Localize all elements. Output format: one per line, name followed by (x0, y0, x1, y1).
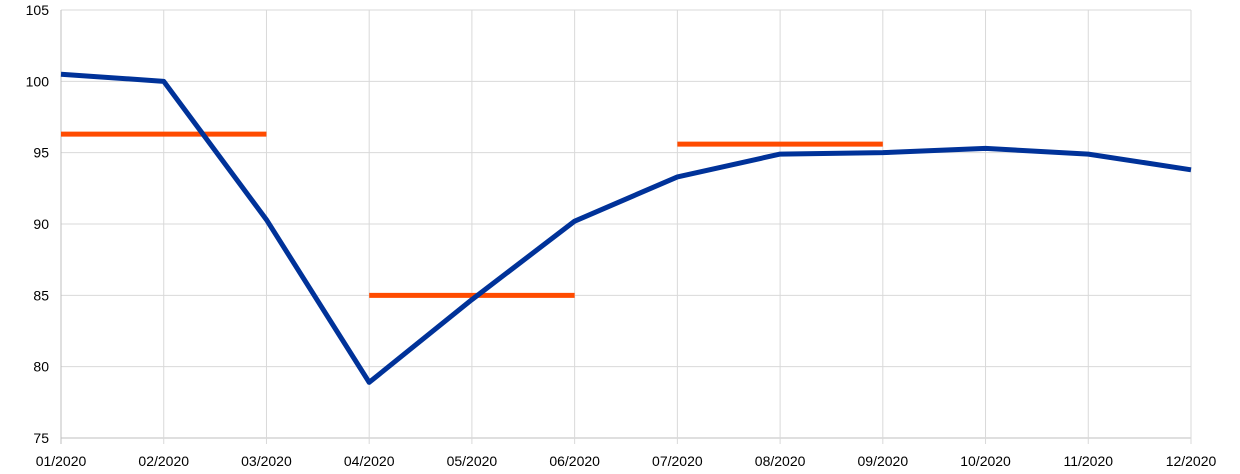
quarterly-average-segments (61, 131, 883, 298)
y-tick-label: 105 (26, 2, 50, 18)
x-tick-label: 02/2020 (138, 453, 189, 469)
x-tick-label: 01/2020 (36, 453, 87, 469)
x-tick-label: 05/2020 (447, 453, 498, 469)
y-tick-label: 100 (26, 73, 50, 89)
y-tick-label: 85 (33, 287, 49, 303)
series-line (60, 71, 1192, 385)
x-tick-label: 06/2020 (549, 453, 600, 469)
y-tick-label: 90 (33, 216, 49, 232)
x-tick-label: 08/2020 (755, 453, 806, 469)
y-axis-tick-labels: 75 80 85 90 95 100 105 (26, 2, 50, 446)
y-tick-label: 80 (33, 359, 49, 375)
x-tick-label: 10/2020 (960, 453, 1011, 469)
x-tick-label: 03/2020 (241, 453, 292, 469)
y-tick-label: 75 (33, 430, 49, 446)
x-tick-label: 09/2020 (858, 453, 909, 469)
x-tick-label: 11/2020 (1063, 453, 1113, 469)
x-tick-label: 12/2020 (1166, 453, 1217, 469)
x-tick-label: 04/2020 (344, 453, 395, 469)
x-axis-tick-labels: 01/2020 02/2020 03/2020 04/2020 05/2020 06/20… (36, 453, 1217, 469)
grid (60, 9, 1192, 444)
series-lines (60, 71, 1192, 385)
y-tick-label: 95 (33, 145, 49, 161)
x-tick-label: 07/2020 (652, 453, 703, 469)
